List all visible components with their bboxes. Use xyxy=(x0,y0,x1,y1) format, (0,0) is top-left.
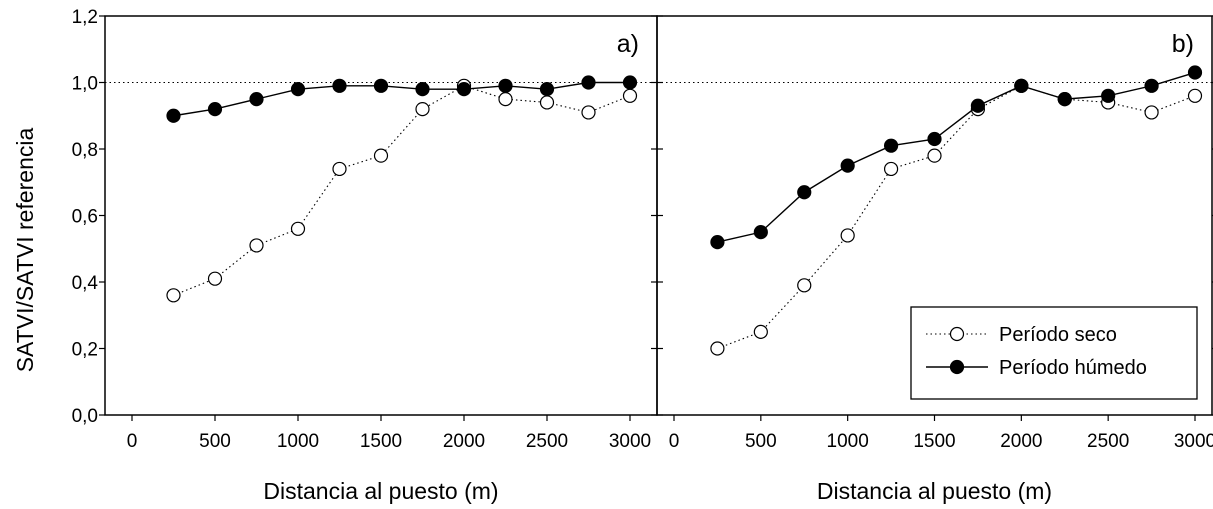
data-point-wet xyxy=(970,98,986,113)
data-point-dry xyxy=(840,228,855,243)
data-point-wet xyxy=(498,78,513,93)
data-point-dry xyxy=(166,288,181,303)
y-axis-label: SATVI/SATVI referencia xyxy=(12,128,38,373)
x-tick-label: 1000 xyxy=(827,431,869,452)
data-point-wet xyxy=(840,158,855,173)
x-tick-label: 0 xyxy=(669,431,680,452)
y-tick-label: 1,2 xyxy=(72,7,98,28)
data-point-wet xyxy=(332,78,347,93)
data-point-dry xyxy=(927,148,942,163)
panel-a: 0 500 1000 1500 2000 2500 3000 a) Distancia al p… xyxy=(99,15,663,504)
series-line-dry xyxy=(717,85,1196,350)
data-point-wet xyxy=(1014,78,1029,93)
data-point-dry xyxy=(332,161,347,177)
data-point-dry xyxy=(581,105,596,120)
legend-label: Período húmedo xyxy=(999,357,1147,379)
data-point-wet xyxy=(1057,92,1072,107)
y-tick-label: 0,8 xyxy=(72,140,98,161)
legend-marker-dry xyxy=(949,326,965,342)
legend: Período seco Período húmedo xyxy=(910,306,1198,400)
panel-b: 0 500 1000 1500 2000 2500 3000 b) Distancia al p… xyxy=(651,15,1213,504)
series-line-dry xyxy=(173,85,631,296)
x-tick-label: 500 xyxy=(199,431,231,452)
data-point-dry xyxy=(1144,105,1159,120)
data-point-wet xyxy=(622,75,638,90)
x-tick-label: 3000 xyxy=(609,431,651,452)
series-line-wet xyxy=(717,71,1196,243)
data-point-dry xyxy=(290,221,306,236)
data-point-wet xyxy=(710,235,725,250)
data-point-dry xyxy=(373,148,389,163)
x-axis-label: Distancia al puesto (m) xyxy=(817,478,1052,504)
data-point-wet xyxy=(581,75,596,90)
y-tick-label: 0,4 xyxy=(72,273,99,294)
panel-frame xyxy=(104,15,658,416)
series-line-wet xyxy=(173,81,630,117)
data-point-wet xyxy=(373,78,389,93)
x-tick-label: 1000 xyxy=(277,431,319,452)
data-point-dry xyxy=(415,101,430,117)
data-point-wet xyxy=(883,138,899,153)
data-point-wet xyxy=(1187,65,1203,80)
data-point-wet xyxy=(753,225,768,240)
x-tick-label: 2000 xyxy=(1000,431,1042,452)
data-point-dry xyxy=(249,238,264,253)
data-point-wet xyxy=(166,108,181,123)
data-point-dry xyxy=(710,341,725,356)
data-point-wet xyxy=(415,82,430,97)
data-point-dry xyxy=(498,92,513,107)
y-tick-label: 1,0 xyxy=(72,74,98,95)
plot-area: 0,0 0,2 0,4 0,6 0,8 1,0 1,2 0 500 1000 1500 2000 250… xyxy=(72,7,1213,504)
y-tick-label: 0,2 xyxy=(72,340,98,361)
data-point-dry xyxy=(753,324,768,339)
x-tick-label: 3000 xyxy=(1174,431,1213,452)
data-point-wet xyxy=(249,92,264,107)
x-tick-label: 1500 xyxy=(913,431,955,452)
data-point-dry xyxy=(1187,88,1203,103)
x-axis-label: Distancia al puesto (m) xyxy=(263,478,498,504)
data-point-dry xyxy=(622,88,638,103)
data-point-wet xyxy=(207,101,223,117)
data-point-wet xyxy=(1101,88,1116,103)
x-tick-label: 1500 xyxy=(360,431,402,452)
data-point-dry xyxy=(539,95,555,110)
panel-label: b) xyxy=(1172,30,1194,58)
data-point-wet xyxy=(1144,78,1159,93)
x-tick-label: 500 xyxy=(745,431,777,452)
data-point-dry xyxy=(797,278,812,293)
data-point-dry xyxy=(207,271,223,286)
x-tick-label: 2000 xyxy=(443,431,485,452)
x-tick-label: 0 xyxy=(127,431,138,452)
legend-box xyxy=(910,306,1198,400)
panel-label: a) xyxy=(617,30,639,58)
legend-marker-wet xyxy=(949,359,965,375)
data-point-wet xyxy=(290,82,306,97)
y-tick-label: 0,0 xyxy=(72,406,98,427)
data-point-wet xyxy=(456,82,472,97)
x-tick-label: 2500 xyxy=(526,431,568,452)
data-point-wet xyxy=(927,131,942,147)
data-point-dry xyxy=(883,161,899,177)
y-tick-label: 0,6 xyxy=(72,207,98,228)
data-point-wet xyxy=(797,185,812,200)
x-tick-label: 2500 xyxy=(1087,431,1129,452)
data-point-wet xyxy=(539,82,555,97)
legend-label: Período seco xyxy=(999,324,1117,346)
